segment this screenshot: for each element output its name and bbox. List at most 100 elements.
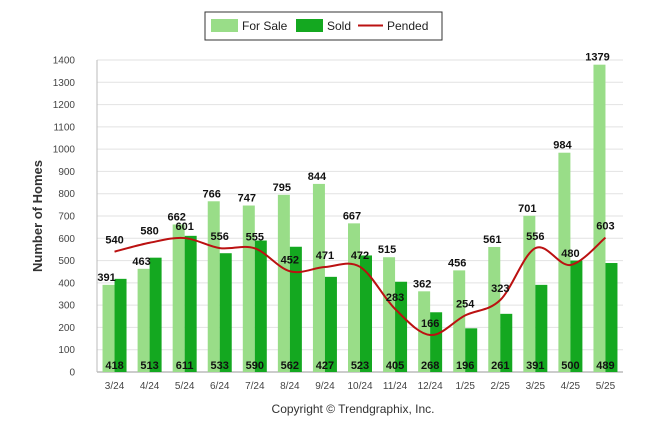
data-label-for-sale: 515 [378, 244, 396, 256]
data-label-sold: 533 [211, 360, 229, 372]
data-label-sold: 500 [561, 360, 579, 372]
bar-sold [535, 284, 548, 372]
bar-for-sale [523, 215, 536, 372]
bar-for-sale [207, 201, 220, 372]
bar-sold [149, 257, 162, 372]
bar-for-sale [137, 268, 150, 372]
bar-for-sale [383, 257, 396, 372]
y-tick-label: 900 [58, 167, 75, 178]
copyright: Copyright © Trendgraphix, Inc. [272, 402, 435, 416]
data-label-for-sale: 747 [238, 193, 256, 205]
y-tick-label: 600 [58, 234, 75, 245]
data-label-for-sale: 362 [413, 278, 431, 290]
legend: For Sale Sold Pended [204, 11, 443, 41]
bar-sold [114, 278, 127, 372]
data-label-sold: 391 [526, 360, 544, 372]
data-label-sold: 427 [316, 360, 334, 372]
data-label-sold: 268 [421, 360, 439, 372]
bar-sold [289, 246, 302, 372]
y-tick-label: 200 [58, 323, 75, 334]
bar-sold [324, 276, 337, 372]
x-tick-label: 6/24 [210, 381, 230, 392]
legend-label-pended: Pended [387, 19, 428, 33]
legend-label-for-sale: For Sale [242, 19, 288, 33]
data-label-pended: 556 [211, 231, 229, 243]
x-tick-label: 4/25 [561, 381, 581, 392]
x-tick-label: 3/25 [526, 381, 546, 392]
data-label-pended: 323 [491, 283, 509, 295]
data-label-sold: 261 [491, 360, 509, 372]
pended-line [114, 236, 607, 337]
x-tick-label: 8/24 [280, 381, 300, 392]
x-tick-label: 9/24 [315, 381, 335, 392]
y-tick-label: 700 [58, 212, 75, 223]
y-tick-label: 0 [69, 368, 75, 379]
data-label-pended: 472 [351, 250, 369, 262]
data-label-for-sale: 391 [97, 272, 115, 284]
x-tick-label: 10/24 [347, 381, 372, 392]
bar-for-sale [488, 246, 501, 372]
y-axis-ticks: 0 100 200 300 400 500 600 700 800 900 1000 1100 1200… [53, 56, 76, 379]
x-tick-label: 2/25 [491, 381, 511, 392]
y-tick-label: 1000 [53, 145, 76, 156]
data-label-for-sale: 795 [273, 182, 291, 194]
bar-sold [465, 328, 478, 372]
data-label-sold: 405 [386, 360, 404, 372]
data-label-sold: 523 [351, 360, 369, 372]
data-label-for-sale: 463 [132, 256, 150, 268]
y-axis-label: Number of Homes [30, 160, 45, 272]
bar-for-sale [593, 64, 606, 373]
bar-sold [500, 313, 513, 372]
bar-for-sale [348, 223, 360, 372]
x-tick-label: 11/24 [383, 381, 408, 392]
y-tick-label: 400 [58, 278, 75, 289]
data-label-sold: 611 [176, 360, 194, 372]
legend-swatch-for-sale [211, 19, 238, 32]
data-label-pended: 580 [140, 226, 158, 238]
data-label-for-sale: 662 [167, 211, 185, 223]
x-tick-label: 1/25 [455, 381, 475, 392]
data-label-sold: 562 [281, 360, 299, 372]
x-tick-label: 5/24 [175, 381, 195, 392]
bar-sold [570, 260, 583, 372]
y-tick-label: 1300 [53, 78, 76, 89]
bar-sold [184, 235, 197, 372]
bar-for-sale [277, 194, 290, 372]
bar-for-sale [172, 224, 185, 372]
bar-for-sale [418, 291, 431, 372]
bar-for-sale [102, 284, 115, 372]
x-axis-ticks: 3/24 4/24 5/24 6/24 7/24 8/24 9/24 10/24 11/24 12… [105, 381, 616, 392]
x-tick-label: 3/24 [105, 381, 125, 392]
y-tick-label: 800 [58, 189, 75, 200]
y-tick-label: 1200 [53, 100, 76, 111]
data-label-pended: 254 [456, 298, 475, 310]
bar-for-sale [558, 152, 571, 372]
data-label-sold: 489 [596, 360, 614, 372]
x-tick-label: 7/24 [245, 381, 265, 392]
bar-sold [254, 240, 267, 372]
data-label-for-sale: 844 [308, 171, 327, 183]
data-labels: 391 463 662 766 747 795 844 667 515 362 456 561 701 9… [97, 52, 614, 372]
bar-for-sale [312, 183, 325, 372]
line-pended [114, 236, 607, 337]
bars [102, 64, 618, 373]
data-label-sold: 418 [105, 360, 123, 372]
legend-label-sold: Sold [327, 19, 351, 33]
bar-sold [430, 312, 443, 372]
x-tick-label: 4/24 [140, 381, 160, 392]
x-tick-label: 5/25 [596, 381, 616, 392]
bar-for-sale [453, 270, 466, 372]
data-label-sold: 196 [456, 360, 474, 372]
bar-sold [219, 253, 232, 372]
data-label-for-sale: 766 [203, 188, 221, 200]
data-label-for-sale: 701 [518, 203, 536, 215]
data-label-for-sale: 667 [343, 210, 361, 222]
data-label-pended: 283 [386, 292, 404, 304]
data-label-for-sale: 984 [553, 140, 572, 152]
data-label-for-sale: 1379 [585, 52, 609, 64]
data-label-pended: 603 [596, 221, 614, 233]
bar-sold [605, 263, 618, 372]
legend-swatch-sold [296, 19, 323, 32]
